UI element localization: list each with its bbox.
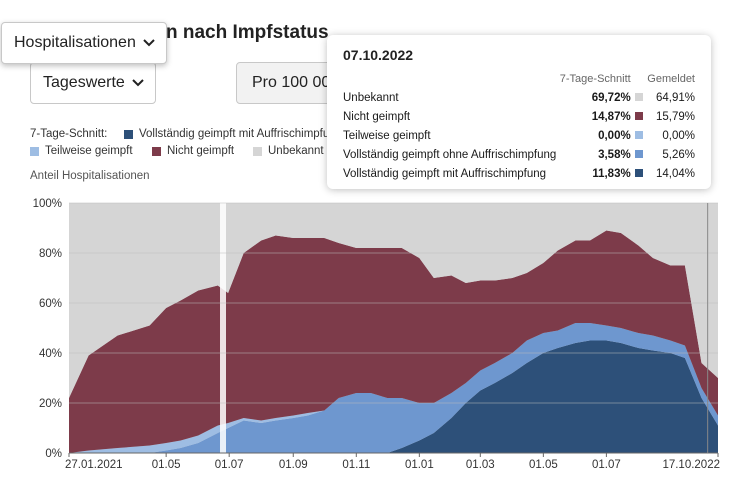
tooltip-row-avg: 14,87%: [591, 110, 631, 123]
legend-label: Teilweise geimpft: [45, 145, 133, 157]
tooltip-row-reported: 0,00%: [662, 129, 695, 142]
tooltip-header-row: 7-Tage-Schnitt Gemeldet: [343, 69, 695, 88]
x-tick-label: 01.07: [215, 459, 244, 471]
x-tick-label: 01.11: [342, 459, 370, 471]
tooltip-row-reported: 14,04%: [655, 167, 695, 180]
legend-swatch: [124, 129, 133, 139]
tooltip-row-label: Vollständig geimpft ohne Auffrischimpfun…: [343, 148, 557, 161]
y-tick-label: 0%: [45, 448, 62, 460]
area-series-0: [69, 340, 718, 453]
x-tick-label: 01.01: [405, 459, 434, 471]
legend-swatch: [253, 146, 262, 156]
legend-swatch: [152, 146, 161, 156]
legend-label: Unbekannt: [268, 145, 324, 157]
legend-item-unknown[interactable]: Unbekannt: [253, 145, 324, 157]
area-series-1: [69, 323, 718, 453]
legend-item-unvaccinated[interactable]: Nicht geimpft: [152, 145, 234, 157]
normalization-dropdown-label: Pro 100 000: [252, 74, 336, 91]
x-tick-label: 17.10.2022: [662, 459, 720, 471]
x-tick-label: 01.09: [279, 459, 308, 471]
data-gap-marker: [220, 203, 226, 453]
x-tick-label: 01.07: [592, 459, 621, 471]
tooltip-row-avg: 11,83%: [592, 167, 631, 180]
tooltip-row-reported: 5,26%: [662, 148, 695, 161]
y-tick-label: 60%: [39, 298, 62, 310]
page-title: n nach Impfstatus: [166, 22, 329, 43]
chevron-down-icon: [143, 39, 155, 47]
legend-label: Nicht geimpft: [167, 145, 235, 157]
tooltip-row-label: Vollständig geimpft mit Auffrischimpfung: [343, 167, 547, 180]
mode-dropdown[interactable]: Tageswerte: [30, 62, 156, 104]
tooltip-row-avg: 69,72%: [591, 91, 631, 104]
y-tick-label: 80%: [39, 248, 62, 260]
normalization-dropdown[interactable]: Pro 100 000: [236, 62, 336, 104]
tooltip-row: Nicht geimpft 14,87% 15,79%: [343, 107, 695, 126]
mode-dropdown-label: Tageswerte: [43, 74, 125, 91]
y-tick-label: 40%: [39, 348, 62, 360]
legend-title: 7-Tage-Schnitt:: [30, 128, 108, 140]
tooltip-table: 7-Tage-Schnitt Gemeldet Unbekannt 69,72%…: [343, 69, 695, 183]
tooltip-row-reported: 15,79%: [655, 110, 695, 123]
legend-label: Vollständig geimpft mit Auffrischimpfung: [139, 128, 343, 140]
tooltip-row-label: Nicht geimpft: [343, 110, 411, 123]
metric-dropdown[interactable]: Hospitalisationen: [1, 22, 167, 64]
tooltip-col-reported: Gemeldet: [647, 72, 695, 85]
tooltip-row-avg: 3,58%: [598, 148, 631, 161]
tooltip-date: 07.10.2022: [343, 47, 414, 63]
x-tick-label: 01.05: [529, 459, 558, 471]
tooltip-swatch: [634, 169, 643, 178]
tooltip-row: Teilweise geimpft 0,00% 0,00%: [343, 126, 695, 145]
metric-dropdown-label: Hospitalisationen: [14, 34, 136, 51]
y-tick-label: 100%: [33, 198, 62, 210]
tooltip-row-reported: 64,91%: [655, 91, 695, 104]
area-series-3: [69, 230, 718, 453]
tooltip-row: Vollständig geimpft mit Auffrischimpfung…: [343, 164, 695, 183]
tooltip-row-label: Unbekannt: [343, 91, 399, 104]
tooltip-row-avg: 0,00%: [598, 129, 631, 142]
x-tick-label: 27.01.2021: [65, 459, 123, 471]
y-axis-label: Anteil Hospitalisationen: [30, 170, 150, 182]
tooltip-col-avg: 7-Tage-Schnitt: [559, 72, 631, 85]
legend-item-booster[interactable]: Vollständig geimpft mit Auffrischimpfung: [124, 128, 342, 140]
tooltip-swatch: [634, 112, 643, 121]
x-tick-label: 01.03: [466, 459, 495, 471]
tooltip-row: Vollständig geimpft ohne Auffrischimpfun…: [343, 145, 695, 164]
chevron-down-icon: [132, 79, 144, 87]
area-series-4: [69, 203, 718, 398]
tooltip-swatch: [634, 93, 643, 102]
legend-swatch: [30, 146, 39, 156]
tooltip-row: Unbekannt 69,72% 64,91%: [343, 88, 695, 107]
tooltip-swatch: [634, 150, 643, 159]
x-tick-label: 01.05: [152, 459, 181, 471]
tooltip-row-label: Teilweise geimpft: [343, 129, 431, 142]
tooltip-swatch: [634, 131, 643, 140]
legend-item-partial[interactable]: Teilweise geimpft: [30, 145, 133, 157]
chart-tooltip: 07.10.2022 7-Tage-Schnitt Gemeldet Unbek…: [327, 35, 711, 189]
y-tick-label: 20%: [39, 398, 62, 410]
